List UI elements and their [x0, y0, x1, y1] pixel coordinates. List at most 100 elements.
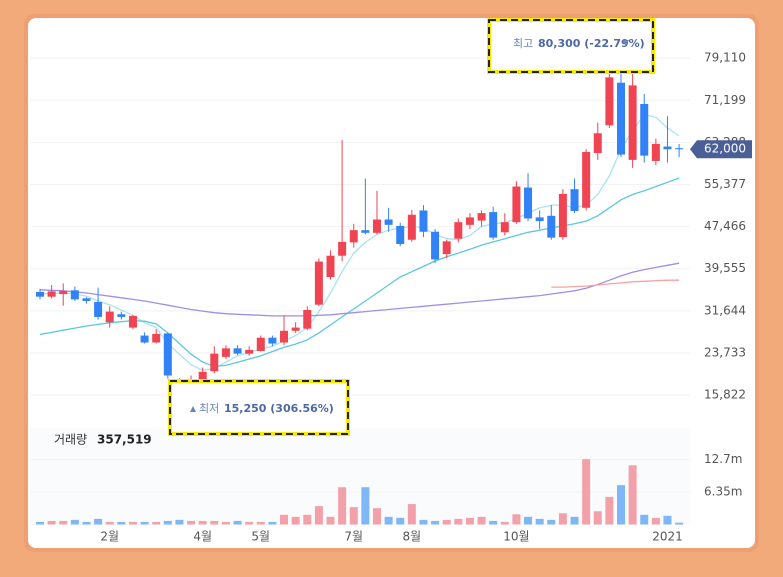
- up-triangle: [190, 406, 196, 412]
- candle-body: [268, 337, 277, 344]
- volume-bar: [675, 522, 684, 525]
- volume-bar: [36, 521, 44, 525]
- candle-body: [454, 222, 463, 239]
- candle-body: [396, 225, 405, 245]
- volume-bar: [187, 520, 196, 525]
- volume-bar: [128, 521, 137, 525]
- volume-panel: [30, 428, 690, 525]
- volume-bar: [140, 521, 149, 525]
- volume-bar: [163, 520, 172, 525]
- candle-body: [140, 335, 149, 343]
- annotation-box-dash: [169, 380, 349, 435]
- candle-body: [535, 217, 544, 222]
- candle-body: [221, 348, 230, 357]
- volume-tick-label: 12.7m: [704, 452, 742, 466]
- y-tick-label: 15,822: [704, 388, 746, 402]
- x-tick-label: 2월: [100, 530, 119, 544]
- moving-average-line: [551, 279, 680, 288]
- volume-bar: [512, 514, 521, 525]
- y-tick-label: 39,555: [704, 261, 746, 275]
- volume-bar: [372, 508, 381, 525]
- candle-body: [617, 82, 625, 155]
- volume-bar: [303, 514, 312, 525]
- volume-bar: [628, 465, 637, 525]
- volume-bar: [396, 517, 405, 525]
- volume-bar: [59, 520, 68, 525]
- y-tick-label: 71,199: [704, 93, 746, 107]
- candle-body: [500, 222, 509, 233]
- low-annotation: 최저 15,250 (306.56%): [168, 379, 350, 436]
- volume-bar: [70, 519, 79, 525]
- volume-bar: [233, 520, 242, 525]
- candle-body: [152, 333, 161, 343]
- volume-name: 거래량: [54, 433, 87, 447]
- candle-body: [372, 219, 381, 233]
- volume-bar: [617, 485, 625, 525]
- volume-bar: [326, 516, 335, 525]
- volume-bar: [338, 487, 347, 525]
- x-tick-label: 2021: [652, 530, 683, 544]
- volume-bar: [640, 514, 649, 525]
- x-tick-label: 7월: [344, 530, 363, 544]
- volume-bar: [268, 521, 277, 525]
- volume-bar: [582, 459, 591, 525]
- volume-bar: [419, 519, 428, 525]
- candle-body: [465, 217, 474, 225]
- candle-body: [128, 315, 137, 328]
- annotation-text: 80,300 (-22.79%): [538, 37, 645, 50]
- volume-last: 357,519: [97, 433, 152, 447]
- volume-bar: [605, 496, 614, 525]
- candle-body: [384, 219, 393, 225]
- x-tick-label: 4월: [193, 530, 212, 544]
- candle-body: [36, 291, 44, 297]
- candle-body: [198, 371, 207, 380]
- candle-body: [489, 212, 498, 238]
- volume-tick-label: 6.35m: [704, 485, 742, 499]
- moving-average-line: [39, 262, 680, 317]
- candle-body: [651, 143, 660, 161]
- x-tick-label: 8월: [402, 530, 421, 544]
- annotation-label: 최저: [199, 402, 219, 415]
- candle-body: [94, 302, 103, 317]
- candle-body: [419, 210, 428, 232]
- y-tick-label: 47,466: [704, 219, 746, 233]
- volume-bar: [198, 520, 207, 525]
- volume-bar: [221, 521, 230, 525]
- volume-bar: [558, 513, 567, 525]
- volume-bar: [407, 504, 416, 525]
- price-tag: [690, 140, 752, 159]
- candle-body: [361, 230, 370, 233]
- candle-body: [593, 133, 602, 153]
- y-tick-label: 55,377: [704, 177, 746, 191]
- candle-body: [59, 290, 68, 295]
- volume-bar: [384, 516, 393, 525]
- volume-bar: [651, 517, 660, 525]
- price-tag-label: 62,000: [704, 142, 746, 156]
- volume-bar: [524, 516, 533, 525]
- volume-bar: [280, 514, 289, 525]
- volume-bar: [535, 518, 544, 525]
- volume-bar: [47, 520, 56, 525]
- candle-body: [558, 193, 567, 238]
- candle-body: [547, 215, 556, 238]
- volume-bar: [477, 516, 486, 525]
- y-tick-label: 31,644: [704, 303, 746, 317]
- high-annotation: 최고 80,300 (-22.79%): [487, 18, 655, 74]
- moving-average-line: [39, 177, 680, 368]
- candle-body: [210, 353, 219, 372]
- candle-body: [512, 186, 521, 223]
- volume-bar: [465, 517, 474, 525]
- volume-bar: [210, 520, 219, 525]
- candle-body: [407, 214, 416, 240]
- volume-bar: [291, 516, 300, 525]
- candle-body: [117, 314, 126, 317]
- candle-body: [303, 310, 312, 329]
- volume-bar: [245, 521, 254, 525]
- candle-body: [582, 151, 591, 208]
- candle-body: [105, 311, 114, 323]
- volume-bar: [500, 521, 509, 525]
- volume-bar: [454, 518, 463, 525]
- volume-bar: [570, 516, 579, 525]
